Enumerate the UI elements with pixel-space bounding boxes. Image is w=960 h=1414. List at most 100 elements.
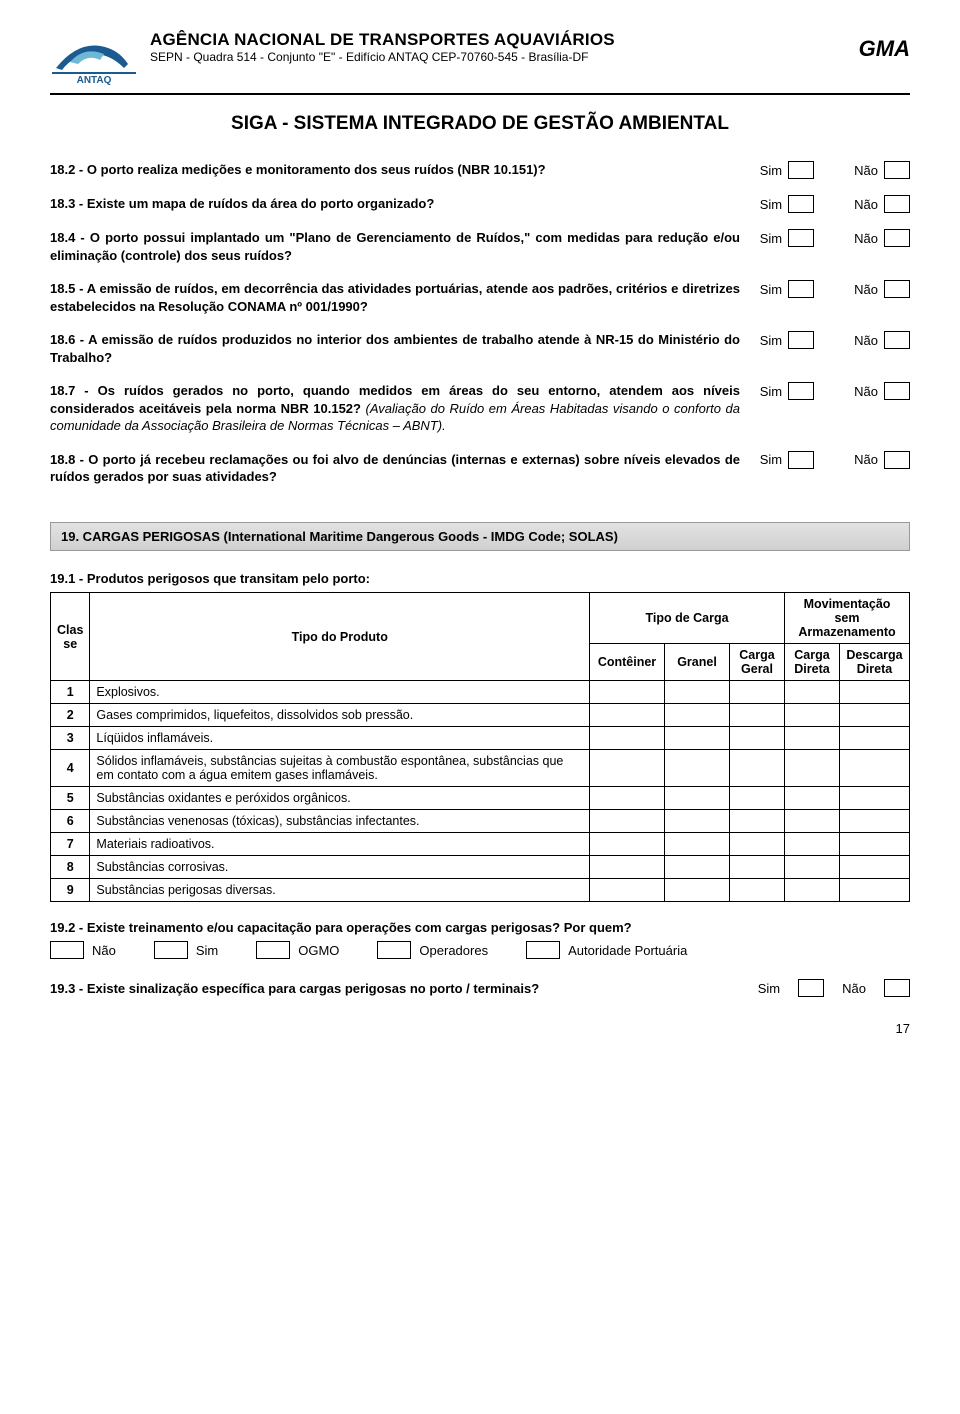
cell-empty[interactable]	[840, 787, 910, 810]
gma-label: GMA	[859, 36, 910, 62]
question-row: 18.6 - A emissão de ruídos produzidos no…	[50, 331, 910, 366]
table-row: 1Explosivos.	[51, 681, 910, 704]
nao-label: Não	[842, 981, 866, 996]
checkbox-sim[interactable]	[788, 331, 814, 349]
question-row: 18.2 - O porto realiza medições e monito…	[50, 161, 910, 179]
antaq-logo: ANTAQ	[50, 30, 138, 85]
cell-empty[interactable]	[590, 727, 665, 750]
cell-empty[interactable]	[840, 727, 910, 750]
checkbox-option[interactable]	[154, 941, 188, 959]
checkbox-option[interactable]	[377, 941, 411, 959]
cell-empty[interactable]	[590, 750, 665, 787]
checkbox-option[interactable]	[50, 941, 84, 959]
nao-label: Não	[854, 163, 878, 178]
cell-empty[interactable]	[785, 833, 840, 856]
cell-empty[interactable]	[730, 704, 785, 727]
cell-empty[interactable]	[840, 879, 910, 902]
sim-nao-group: SimNão	[750, 161, 910, 179]
cell-produto: Gases comprimidos, liquefeitos, dissolvi…	[90, 704, 590, 727]
cell-empty[interactable]	[590, 704, 665, 727]
header-text: AGÊNCIA NACIONAL DE TRANSPORTES AQUAVIÁR…	[150, 30, 847, 64]
checkbox-sim[interactable]	[788, 451, 814, 469]
option-label: Não	[92, 943, 116, 958]
agency-title: AGÊNCIA NACIONAL DE TRANSPORTES AQUAVIÁR…	[150, 30, 847, 50]
checkbox-nao[interactable]	[884, 451, 910, 469]
checkbox-nao[interactable]	[884, 331, 910, 349]
cell-empty[interactable]	[785, 787, 840, 810]
cell-empty[interactable]	[665, 856, 730, 879]
checkbox-option[interactable]	[256, 941, 290, 959]
cell-empty[interactable]	[730, 727, 785, 750]
cell-empty[interactable]	[840, 810, 910, 833]
checkbox-nao[interactable]	[884, 229, 910, 247]
cell-empty[interactable]	[785, 856, 840, 879]
cell-empty[interactable]	[665, 879, 730, 902]
checkbox-nao[interactable]	[884, 195, 910, 213]
checkbox-sim[interactable]	[788, 280, 814, 298]
cell-empty[interactable]	[665, 810, 730, 833]
question-text: 18.6 - A emissão de ruídos produzidos no…	[50, 331, 750, 366]
cell-empty[interactable]	[730, 810, 785, 833]
cell-empty[interactable]	[840, 704, 910, 727]
cell-empty[interactable]	[785, 704, 840, 727]
sim-nao-group: SimNão	[750, 229, 910, 247]
cell-empty[interactable]	[785, 750, 840, 787]
cell-empty[interactable]	[785, 810, 840, 833]
cell-empty[interactable]	[665, 704, 730, 727]
cell-empty[interactable]	[590, 879, 665, 902]
sim-label: Sim	[760, 197, 782, 212]
th-granel: Granel	[665, 644, 730, 681]
checkbox-sim[interactable]	[788, 382, 814, 400]
cell-empty[interactable]	[785, 879, 840, 902]
cell-empty[interactable]	[730, 833, 785, 856]
sim-nao-group: SimNão	[750, 331, 910, 349]
cell-empty[interactable]	[840, 750, 910, 787]
cell-empty[interactable]	[590, 810, 665, 833]
cell-empty[interactable]	[665, 681, 730, 704]
nao-label: Não	[854, 197, 878, 212]
question-19-2-options: NãoSimOGMOOperadoresAutoridade Portuária	[50, 941, 910, 959]
cell-empty[interactable]	[590, 681, 665, 704]
option-label: OGMO	[298, 943, 339, 958]
cell-empty[interactable]	[785, 681, 840, 704]
checkbox-sim[interactable]	[798, 979, 824, 997]
checkbox-sim[interactable]	[788, 161, 814, 179]
cell-empty[interactable]	[665, 727, 730, 750]
nao-label: Não	[854, 384, 878, 399]
checkbox-sim[interactable]	[788, 195, 814, 213]
cell-empty[interactable]	[730, 879, 785, 902]
checkbox-nao[interactable]	[884, 382, 910, 400]
th-classe: Clas se	[51, 593, 90, 681]
cell-empty[interactable]	[840, 681, 910, 704]
checkbox-sim[interactable]	[788, 229, 814, 247]
th-carga-geral: Carga Geral	[730, 644, 785, 681]
cell-empty[interactable]	[590, 833, 665, 856]
cell-empty[interactable]	[665, 787, 730, 810]
cell-empty[interactable]	[730, 787, 785, 810]
cell-empty[interactable]	[785, 727, 840, 750]
th-tipo-produto: Tipo do Produto	[90, 593, 590, 681]
page-header: ANTAQ AGÊNCIA NACIONAL DE TRANSPORTES AQ…	[50, 30, 910, 85]
cell-empty[interactable]	[840, 833, 910, 856]
th-mov: Movimentação sem Armazenamento	[785, 593, 910, 644]
cell-empty[interactable]	[665, 750, 730, 787]
checkbox-option[interactable]	[526, 941, 560, 959]
cell-empty[interactable]	[730, 856, 785, 879]
question-text: 18.8 - O porto já recebeu reclamações ou…	[50, 451, 750, 486]
cell-classe: 5	[51, 787, 90, 810]
cell-empty[interactable]	[730, 681, 785, 704]
cell-empty[interactable]	[590, 856, 665, 879]
sim-label: Sim	[760, 384, 782, 399]
cell-produto: Líqüidos inflamáveis.	[90, 727, 590, 750]
cell-empty[interactable]	[590, 787, 665, 810]
cell-empty[interactable]	[665, 833, 730, 856]
option-label: Sim	[196, 943, 218, 958]
sim-nao-group: SimNão	[750, 280, 910, 298]
th-conteiner: Contêiner	[590, 644, 665, 681]
cell-empty[interactable]	[840, 856, 910, 879]
checkbox-nao[interactable]	[884, 161, 910, 179]
checkbox-nao[interactable]	[884, 979, 910, 997]
cell-empty[interactable]	[730, 750, 785, 787]
checkbox-nao[interactable]	[884, 280, 910, 298]
question-row: 18.5 - A emissão de ruídos, em decorrênc…	[50, 280, 910, 315]
